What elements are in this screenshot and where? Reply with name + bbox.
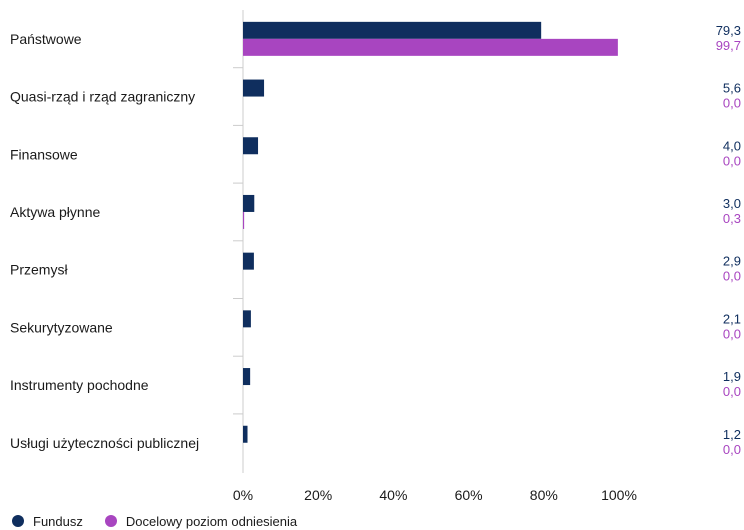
bar-fundusz xyxy=(243,425,248,443)
category-label: Przemysł xyxy=(10,262,68,278)
bar-fundusz xyxy=(243,79,265,97)
category-label: Aktywa płynne xyxy=(10,204,100,220)
value-labels: 79,399,75,60,04,00,03,00,32,90,02,10,01,… xyxy=(716,23,741,457)
legend: Fundusz Docelowy poziom odniesienia xyxy=(12,512,319,530)
legend-label-series-1: Fundusz xyxy=(33,513,83,529)
bar-fundusz xyxy=(243,194,255,212)
data-label: 0,0 xyxy=(723,442,741,457)
data-label: 1,2 xyxy=(723,427,741,442)
data-label: 4,0 xyxy=(723,138,741,153)
data-label: 0,0 xyxy=(723,96,741,111)
bar-fundusz xyxy=(243,368,251,386)
x-tick-label: 20% xyxy=(304,487,332,503)
x-tick-label: 60% xyxy=(455,487,483,503)
data-label: 79,3 xyxy=(716,23,741,38)
data-label: 99,7 xyxy=(716,38,741,53)
data-label: 0,0 xyxy=(723,384,741,399)
bar-fundusz xyxy=(243,310,251,328)
data-label: 0,0 xyxy=(723,269,741,284)
category-label: Instrumenty pochodne xyxy=(10,377,149,393)
category-label: Quasi-rząd i rząd zagraniczny xyxy=(10,89,195,105)
x-tick-label: 80% xyxy=(530,487,558,503)
bar-fundusz xyxy=(243,137,259,155)
bar-chart: Państwowe Quasi-rząd i rząd zagraniczny Fi… xyxy=(10,10,741,503)
category-label: Sekurytyzowane xyxy=(10,319,113,335)
data-label: 5,6 xyxy=(723,81,741,96)
data-label: 2,9 xyxy=(723,254,741,269)
x-tick-label: 0% xyxy=(233,487,253,503)
bar-fundusz xyxy=(243,252,254,270)
legend-marker-series-1 xyxy=(12,515,24,527)
legend-marker-series-2 xyxy=(104,515,117,527)
bars xyxy=(243,21,618,443)
data-label: 0,0 xyxy=(723,326,741,341)
legend-item-series-1: Fundusz xyxy=(12,514,83,529)
x-tick-label: 100% xyxy=(601,487,637,503)
data-label: 2,1 xyxy=(723,311,741,326)
bar-fundusz xyxy=(243,21,542,39)
category-label: Państwowe xyxy=(10,31,82,47)
bar-benchmark xyxy=(243,211,245,229)
legend-item-series-2: Docelowy poziom odniesienia xyxy=(104,513,298,529)
data-label: 0,0 xyxy=(723,153,741,168)
x-tick-label: 40% xyxy=(379,487,407,503)
category-label: Finansowe xyxy=(10,146,78,162)
data-label: 1,9 xyxy=(723,369,741,384)
data-label: 0,3 xyxy=(723,211,741,226)
x-axis-tick-labels: 0% 20% 40% 60% 80% 100% xyxy=(233,487,637,503)
legend-label-series-2: Docelowy poziom odniesienia xyxy=(125,513,298,529)
category-label: Usługi użyteczności publicznej xyxy=(10,435,199,451)
bar-benchmark xyxy=(243,38,618,56)
data-label: 3,0 xyxy=(723,196,741,211)
category-separators xyxy=(233,67,243,415)
category-labels: Państwowe Quasi-rząd i rząd zagraniczny Fi… xyxy=(10,31,199,451)
